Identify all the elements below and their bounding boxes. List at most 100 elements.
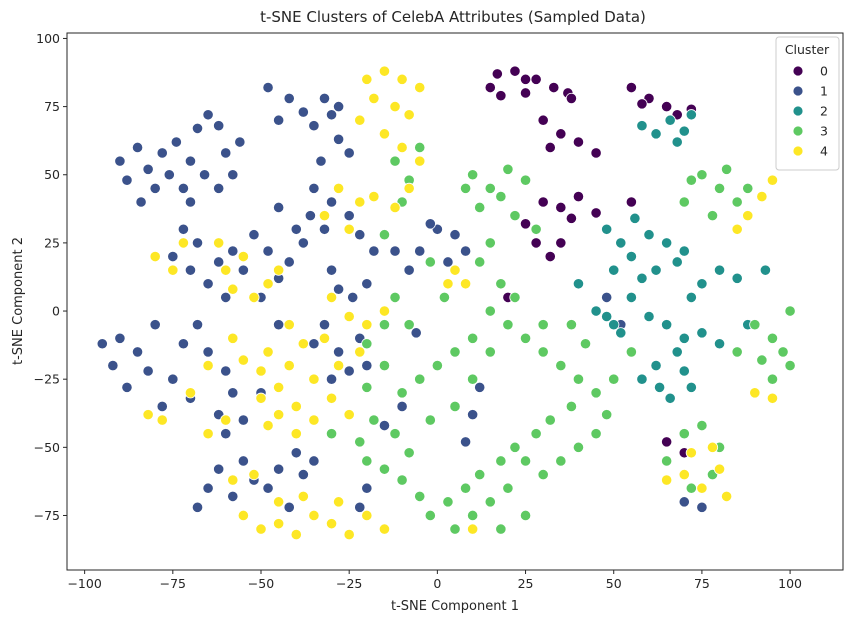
scatter-point-cluster-2 xyxy=(661,237,673,249)
scatter-point-cluster-2 xyxy=(572,278,585,290)
x-axis-label: t-SNE Component 1 xyxy=(391,599,519,614)
scatter-point-cluster-1 xyxy=(297,106,309,118)
scatter-point-cluster-2 xyxy=(625,291,637,304)
scatter-point-cluster-4 xyxy=(696,482,708,494)
scatter-point-cluster-4 xyxy=(248,468,260,481)
scatter-point-cluster-4 xyxy=(766,392,779,404)
scatter-point-cluster-4 xyxy=(220,264,232,276)
scatter-point-cluster-0 xyxy=(495,90,507,102)
scatter-point-cluster-3 xyxy=(467,332,479,344)
scatter-point-cluster-2 xyxy=(671,256,683,268)
scatter-point-cluster-4 xyxy=(318,332,331,344)
scatter-point-cluster-3 xyxy=(509,441,521,453)
scatter-point-cluster-3 xyxy=(678,428,690,440)
scatter-point-cluster-1 xyxy=(262,245,274,257)
scatter-point-cluster-1 xyxy=(177,182,189,194)
scatter-point-cluster-3 xyxy=(579,338,592,350)
scatter-point-cluster-3 xyxy=(396,474,408,486)
scatter-point-cluster-1 xyxy=(449,229,461,241)
scatter-point-cluster-4 xyxy=(290,400,302,413)
scatter-point-cluster-3 xyxy=(678,196,690,208)
scatter-point-cluster-2 xyxy=(590,305,602,317)
scatter-point-cluster-0 xyxy=(519,73,532,85)
scatter-point-cluster-1 xyxy=(325,373,338,385)
scatter-point-cluster-1 xyxy=(213,463,225,475)
scatter-point-cluster-4 xyxy=(290,528,302,541)
scatter-point-cluster-0 xyxy=(548,81,560,94)
scatter-point-cluster-0 xyxy=(509,65,521,77)
scatter-point-cluster-2 xyxy=(601,310,613,323)
scatter-point-cluster-2 xyxy=(678,332,690,344)
scatter-point-cluster-0 xyxy=(555,128,567,140)
scatter-point-cluster-4 xyxy=(403,182,415,194)
scatter-point-cluster-2 xyxy=(759,264,772,276)
legend-marker-cluster-2 xyxy=(792,105,804,117)
x-tick-label: −75 xyxy=(160,576,186,591)
scatter-point-cluster-1 xyxy=(459,245,472,257)
x-tick-label: 50 xyxy=(606,576,622,591)
scatter-point-cluster-1 xyxy=(227,387,239,399)
scatter-point-cluster-1 xyxy=(163,169,175,181)
scatter-point-cluster-2 xyxy=(629,212,641,224)
scatter-point-cluster-3 xyxy=(449,346,461,358)
scatter-point-cluster-4 xyxy=(403,109,415,121)
scatter-point-cluster-1 xyxy=(459,436,472,448)
scatter-point-cluster-4 xyxy=(273,518,285,530)
scatter-point-cluster-1 xyxy=(325,109,338,121)
scatter-point-cluster-1 xyxy=(283,501,295,513)
scatter-point-cluster-4 xyxy=(766,174,779,186)
scatter-point-cluster-4 xyxy=(283,359,295,372)
scatter-point-cluster-1 xyxy=(273,319,285,331)
scatter-point-cluster-4 xyxy=(378,65,391,77)
scatter-point-cluster-3 xyxy=(361,338,373,350)
scatter-point-cluster-4 xyxy=(332,182,345,194)
scatter-point-cluster-4 xyxy=(742,210,754,222)
scatter-point-cluster-1 xyxy=(424,218,436,230)
scatter-point-cluster-4 xyxy=(308,373,320,385)
scatter-point-cluster-3 xyxy=(495,190,507,203)
scatter-point-cluster-1 xyxy=(237,455,249,467)
scatter-point-cluster-1 xyxy=(325,196,338,208)
scatter-point-cluster-3 xyxy=(449,400,461,413)
scatter-point-cluster-4 xyxy=(713,463,726,475)
legend-label-cluster-1: 1 xyxy=(820,84,828,99)
scatter-point-cluster-0 xyxy=(625,81,637,94)
scatter-point-cluster-4 xyxy=(184,387,197,399)
scatter-point-cluster-0 xyxy=(555,237,567,249)
scatter-point-cluster-3 xyxy=(565,400,578,413)
scatter-point-cluster-3 xyxy=(325,428,338,440)
scatter-point-cluster-0 xyxy=(530,237,542,249)
scatter-point-cluster-1 xyxy=(308,120,320,132)
y-tick-label: 25 xyxy=(44,235,60,250)
scatter-point-cluster-4 xyxy=(149,250,161,263)
scatter-point-cluster-4 xyxy=(354,346,366,358)
scatter-point-cluster-1 xyxy=(114,155,126,167)
scatter-point-cluster-1 xyxy=(248,229,260,241)
scatter-point-cluster-2 xyxy=(650,264,662,276)
scatter-point-cluster-2 xyxy=(678,365,690,377)
x-tick-label: 100 xyxy=(778,576,802,591)
scatter-point-cluster-0 xyxy=(572,136,585,148)
scatter-point-cluster-3 xyxy=(474,201,486,214)
scatter-point-cluster-1 xyxy=(167,250,179,263)
scatter-point-cluster-1 xyxy=(273,463,285,475)
scatter-point-cluster-1 xyxy=(220,365,232,377)
scatter-point-cluster-1 xyxy=(332,283,345,295)
scatter-point-cluster-1 xyxy=(131,346,144,358)
scatter-point-cluster-3 xyxy=(502,319,514,331)
scatter-point-cluster-1 xyxy=(227,490,239,503)
scatter-point-cluster-4 xyxy=(325,392,338,404)
scatter-point-cluster-4 xyxy=(731,223,743,235)
scatter-point-cluster-3 xyxy=(484,496,496,508)
legend-label-cluster-4: 4 xyxy=(820,144,828,159)
scatter-point-cluster-2 xyxy=(678,125,690,137)
scatter-point-cluster-1 xyxy=(191,319,204,331)
scatter-point-cluster-1 xyxy=(202,109,214,121)
scatter-point-cluster-3 xyxy=(661,455,673,467)
scatter-point-cluster-3 xyxy=(414,373,426,385)
scatter-point-cluster-1 xyxy=(121,381,133,393)
scatter-point-cluster-0 xyxy=(519,87,532,99)
scatter-point-cluster-4 xyxy=(389,201,401,214)
x-tick-label: −25 xyxy=(336,576,362,591)
scatter-point-cluster-2 xyxy=(671,136,683,148)
